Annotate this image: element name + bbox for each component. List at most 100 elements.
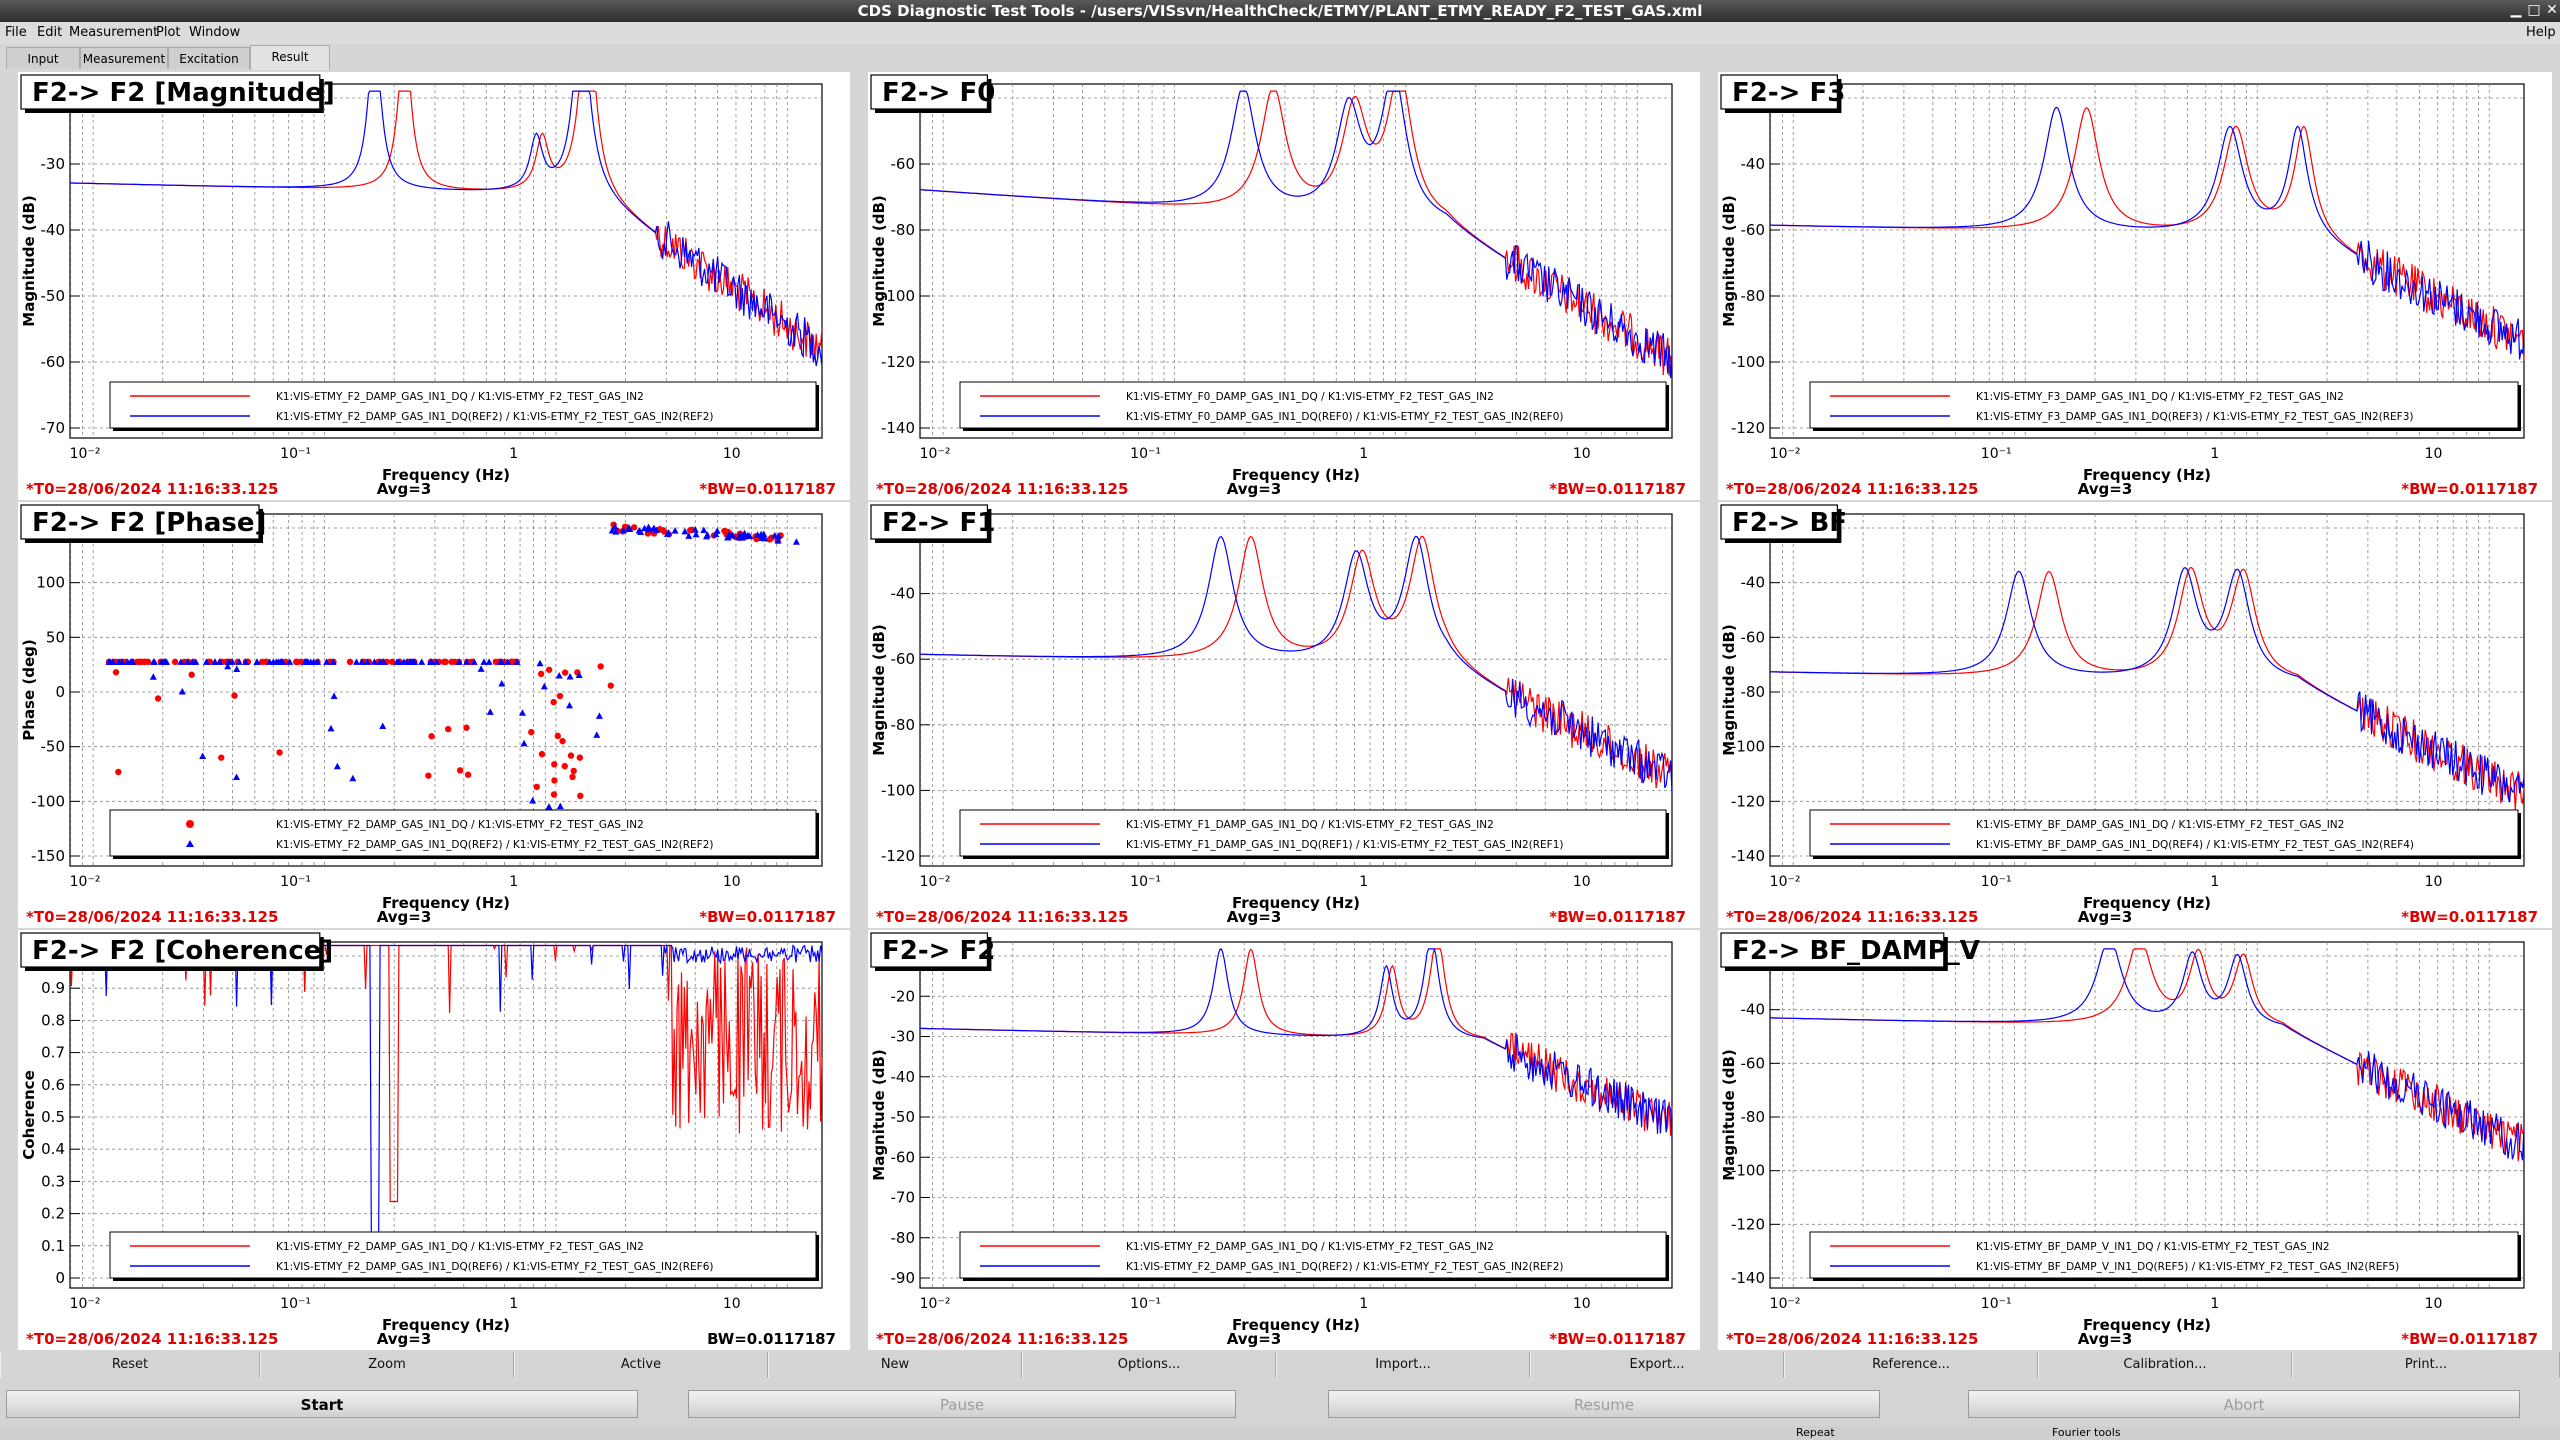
phase-point	[703, 531, 711, 538]
y-tick-label: -80	[891, 221, 916, 239]
import-button[interactable]: Import...	[1276, 1352, 1530, 1378]
plot-panel[interactable]: -20-40-60-80-100-120-14010⁻²10⁻¹110Frequ…	[1718, 930, 2552, 1350]
options-button[interactable]: Options...	[1022, 1352, 1276, 1378]
bw-label: *BW=0.0117187	[699, 480, 836, 498]
legend-entry: K1:VIS-ETMY_F3_DAMP_GAS_IN1_DQ(REF3) / K…	[1976, 411, 2414, 423]
maximize-icon[interactable]: □	[2527, 2, 2541, 18]
phase-point	[607, 682, 614, 689]
phase-point	[141, 658, 148, 666]
phase-point	[724, 533, 732, 540]
phase-point	[626, 525, 634, 533]
minimize-icon[interactable]: ▁	[2510, 2, 2522, 18]
legend-box[interactable]	[959, 809, 1667, 857]
magnitude-trace	[920, 948, 1673, 1139]
tab-measurement[interactable]: Measurement	[80, 47, 168, 69]
legend-box[interactable]	[1809, 381, 2519, 429]
tab-result[interactable]: Result	[250, 45, 330, 70]
legend-box[interactable]	[109, 381, 817, 429]
reset-button[interactable]: Reset	[0, 1352, 260, 1378]
legend-box[interactable]	[109, 809, 817, 857]
y-tick-label: -40	[41, 221, 66, 239]
x-axis-label: Frequency (Hz)	[1232, 466, 1360, 484]
phase-point	[545, 803, 553, 810]
print-button[interactable]: Print...	[2292, 1352, 2560, 1378]
plot-panel[interactable]: 10.90.80.70.60.50.40.30.20.1010⁻²10⁻¹110…	[18, 930, 850, 1350]
phase-point	[540, 682, 548, 690]
y-tick-label: -120	[881, 353, 915, 371]
menu-measurement[interactable]: Measurement	[69, 25, 159, 40]
start-button[interactable]: Start	[6, 1390, 638, 1418]
x-tick-label: 1	[1359, 874, 1368, 890]
tab-input[interactable]: Input	[6, 47, 80, 69]
title-box	[1720, 504, 1839, 540]
y-tick-label: -100	[881, 287, 915, 305]
plot-panel[interactable]: 150100500-50-100-15010⁻²10⁻¹110Frequency…	[18, 502, 850, 928]
phase-point	[775, 532, 783, 539]
phase-point	[154, 695, 162, 702]
y-tick-label: -140	[881, 419, 915, 437]
plot-curves	[919, 90, 1673, 379]
legend-entry: K1:VIS-ETMY_F2_DAMP_GAS_IN1_DQ / K1:VIS-…	[276, 1241, 644, 1253]
avg-label: Avg=3	[377, 480, 432, 498]
calibration-button[interactable]: Calibration...	[2038, 1352, 2292, 1378]
active-button[interactable]: Active	[514, 1352, 768, 1378]
phase-point	[650, 524, 658, 531]
phase-point	[456, 767, 464, 774]
export-button[interactable]: Export...	[1530, 1352, 1784, 1378]
y-tick-label: -60	[891, 155, 916, 173]
phase-point	[216, 658, 224, 665]
y-tick-label: -80	[891, 716, 916, 734]
plot-panel[interactable]: -20-40-60-80-100-120-14010⁻²10⁻¹110Frequ…	[1718, 502, 2552, 928]
tab-excitation[interactable]: Excitation	[168, 47, 250, 69]
bw-label: *BW=0.0117187	[1549, 908, 1686, 926]
phase-point	[498, 679, 506, 687]
menu-file[interactable]: File	[5, 25, 27, 40]
phase-point	[538, 750, 546, 758]
phase-point	[349, 774, 357, 782]
y-tick-label: -40	[1741, 574, 1766, 592]
zoom-button[interactable]: Zoom	[260, 1352, 514, 1378]
plot-panel[interactable]: -20-40-60-80-100-12010⁻²10⁻¹110Frequency…	[868, 502, 1700, 928]
panel-title-text: F2-> F2 [Coherence]	[32, 936, 333, 966]
phase-point	[570, 767, 577, 775]
phase-point	[681, 527, 689, 535]
menu-help[interactable]: Help	[2526, 25, 2556, 40]
menu-edit[interactable]: Edit	[37, 25, 63, 40]
phase-point	[310, 658, 318, 665]
plot-panel[interactable]: -10-20-30-40-50-60-70-80-9010⁻²10⁻¹110Fr…	[868, 930, 1700, 1350]
pause-button[interactable]: Pause	[688, 1390, 1236, 1418]
phase-point	[358, 658, 366, 665]
phase-point	[686, 527, 694, 534]
y-tick-label: 0.4	[41, 1140, 65, 1158]
abort-button[interactable]: Abort	[1968, 1390, 2520, 1418]
new-button[interactable]: New	[768, 1352, 1022, 1378]
bw-label: *BW=0.0117187	[2401, 480, 2538, 498]
menu-window[interactable]: Window	[189, 25, 241, 40]
phase-point	[432, 658, 440, 665]
y-tick-label: -20	[891, 987, 916, 1005]
t0-label: *T0=28/06/2024 11:16:33.125	[876, 908, 1128, 926]
close-icon[interactable]: ✕	[2546, 2, 2558, 18]
legend-box[interactable]	[959, 381, 1667, 429]
resume-button[interactable]: Resume	[1328, 1390, 1880, 1418]
legend-box[interactable]	[1809, 809, 2519, 857]
plot-panel[interactable]: -40-60-80-100-120-14010⁻²10⁻¹110Frequenc…	[868, 72, 1700, 500]
legend-box[interactable]	[109, 1231, 817, 1279]
panel-title: F2-> F2 [Coherence]	[20, 932, 333, 971]
legend-entry: K1:VIS-ETMY_F2_DAMP_GAS_IN1_DQ(REF2) / K…	[276, 839, 714, 851]
legend-box[interactable]	[1809, 1231, 2519, 1279]
phase-point	[330, 692, 338, 699]
phase-point	[577, 792, 584, 800]
menu-plot[interactable]: Plot	[156, 25, 181, 40]
panel-title-text: F2-> F0	[882, 78, 995, 108]
phase-point	[171, 658, 179, 666]
plot-panel[interactable]: -20-40-60-80-100-12010⁻²10⁻¹110Frequency…	[1718, 72, 2552, 500]
reference-button[interactable]: Reference...	[1784, 1352, 2038, 1378]
t0-label: *T0=28/06/2024 11:16:33.125	[1726, 480, 1978, 498]
phase-point	[545, 666, 553, 673]
phase-point	[485, 658, 493, 665]
panel-title: F2-> F0	[870, 74, 995, 113]
legend-box[interactable]	[959, 1231, 1667, 1279]
